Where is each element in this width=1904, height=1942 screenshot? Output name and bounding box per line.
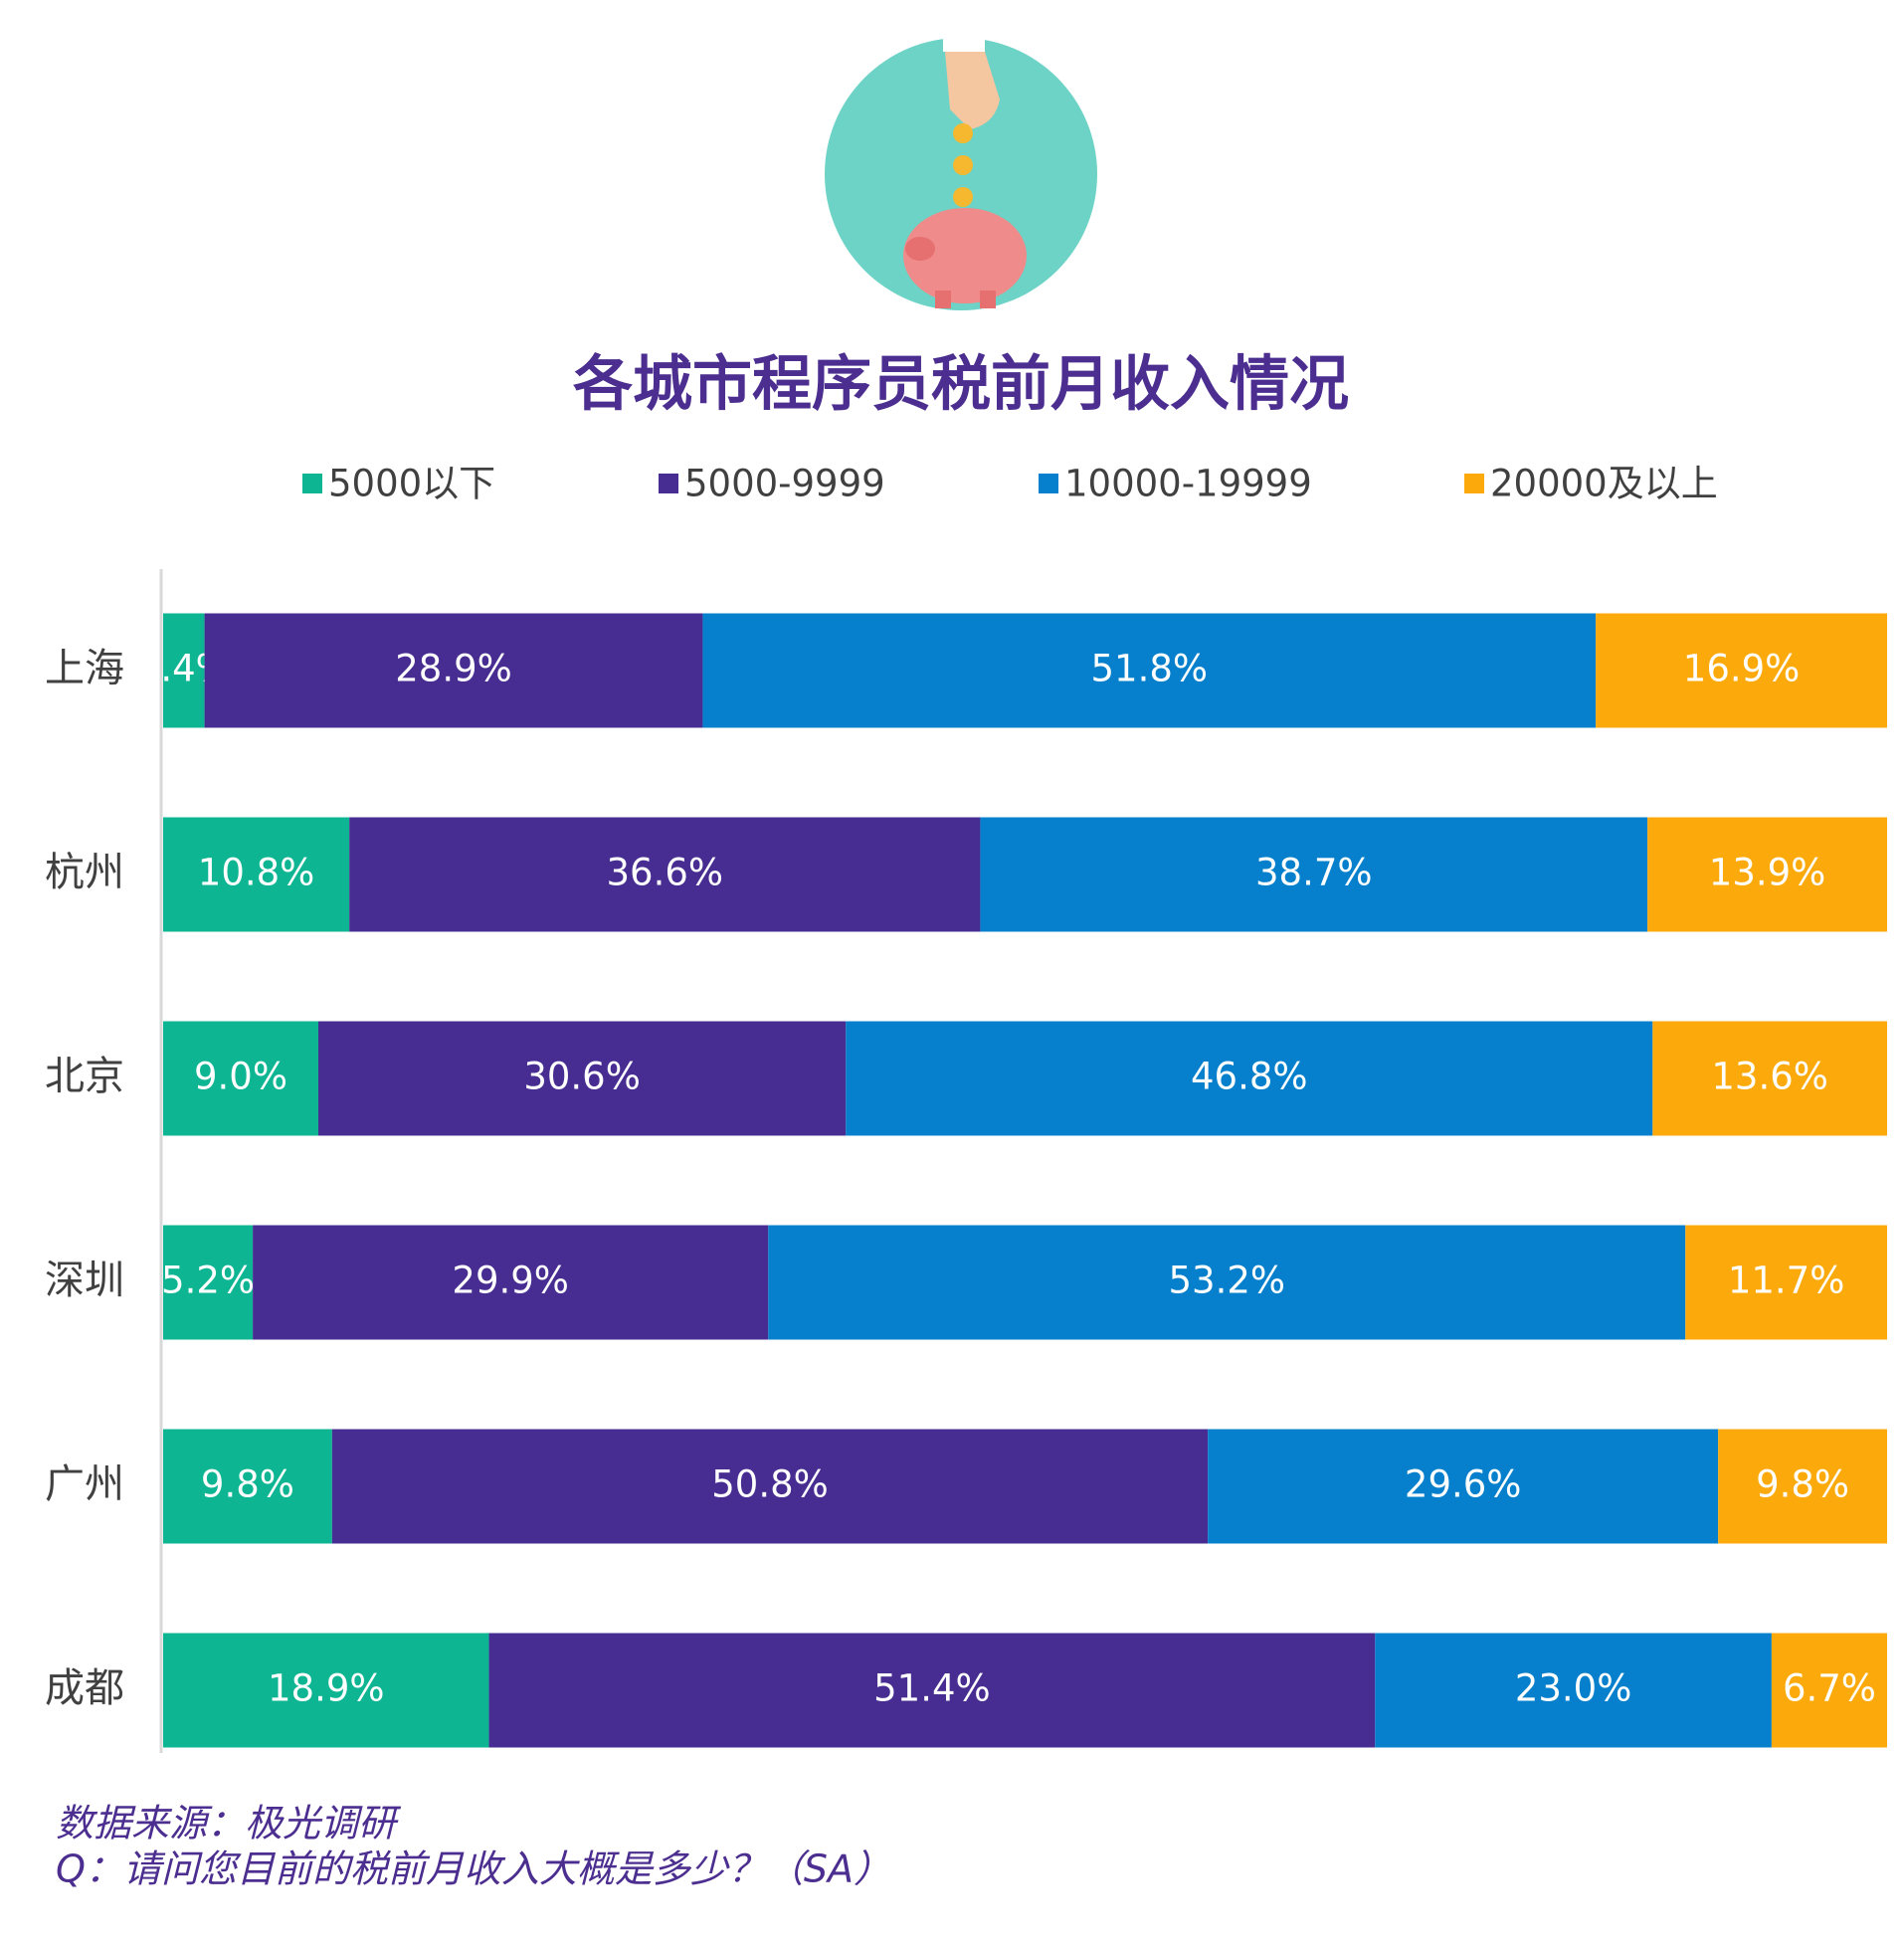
legend-label: 10000-19999 bbox=[1064, 463, 1312, 505]
bar-segment bbox=[1375, 1633, 1772, 1748]
bar-segment bbox=[163, 1429, 332, 1544]
bar-segment bbox=[163, 1021, 318, 1136]
bar-segment bbox=[163, 817, 350, 932]
legend-swatch bbox=[302, 474, 322, 493]
data-label: 9.8% bbox=[201, 1463, 294, 1506]
bar-segment bbox=[1685, 1225, 1887, 1340]
y-tick-label: 上海 bbox=[45, 646, 124, 691]
data-label: 53.2% bbox=[1168, 1260, 1285, 1302]
bar-segment bbox=[1718, 1429, 1887, 1544]
legend-swatch bbox=[659, 474, 678, 493]
y-tick-label: 北京 bbox=[45, 1054, 124, 1099]
bar-segment bbox=[349, 817, 981, 932]
data-label: 10.8% bbox=[198, 852, 315, 894]
data-label: 13.9% bbox=[1709, 852, 1826, 894]
data-label: 36.6% bbox=[607, 852, 724, 894]
y-tick-label: 成都 bbox=[45, 1665, 124, 1711]
bar-segment bbox=[1647, 817, 1887, 932]
data-label: 16.9% bbox=[1683, 648, 1801, 690]
bar-segment bbox=[768, 1225, 1686, 1340]
y-tick-label: 深圳 bbox=[45, 1258, 124, 1303]
legend-swatch bbox=[1464, 474, 1484, 493]
bar-segment bbox=[253, 1225, 769, 1340]
bar-segment bbox=[331, 1429, 1209, 1544]
y-tick-label: 广州 bbox=[45, 1461, 124, 1507]
bar-segment bbox=[204, 613, 703, 728]
bar-segment bbox=[1652, 1021, 1887, 1136]
data-label: 18.9% bbox=[268, 1667, 385, 1710]
data-label: 29.6% bbox=[1405, 1463, 1522, 1506]
y-tick-label: 杭州 bbox=[45, 850, 124, 895]
bar-segment bbox=[163, 1225, 254, 1340]
data-label: 46.8% bbox=[1191, 1056, 1308, 1098]
chart-title: 各城市程序员税前月收入情况 bbox=[573, 350, 1349, 420]
bar-segment bbox=[488, 1633, 1376, 1748]
data-label: 28.9% bbox=[395, 648, 512, 690]
data-label: 6.7% bbox=[1783, 1667, 1876, 1710]
bar-segment bbox=[980, 817, 1648, 932]
data-label: 13.6% bbox=[1711, 1056, 1828, 1098]
legend-swatch bbox=[1039, 474, 1058, 493]
data-label: 29.9% bbox=[452, 1260, 569, 1302]
bar-segment bbox=[1771, 1633, 1887, 1748]
data-label: 9.8% bbox=[1756, 1463, 1849, 1506]
bar-segment bbox=[163, 1633, 489, 1748]
legend-label: 5000以下 bbox=[328, 463, 495, 505]
data-label: 50.8% bbox=[711, 1463, 829, 1506]
legend-label: 20000及以上 bbox=[1490, 463, 1718, 505]
bar-segment bbox=[163, 613, 205, 728]
bar-segment bbox=[1208, 1429, 1719, 1544]
question-note: Q：请问您目前的税前月收入大概是多少？（SA） bbox=[56, 1847, 891, 1891]
data-label: 51.8% bbox=[1091, 648, 1209, 690]
data-label: 51.4% bbox=[873, 1667, 991, 1710]
bar-segment bbox=[702, 613, 1597, 728]
data-label: 9.0% bbox=[194, 1056, 287, 1098]
source-note: 数据来源：极光调研 bbox=[56, 1802, 402, 1845]
illustration bbox=[825, 38, 1097, 310]
data-label: 23.0% bbox=[1515, 1667, 1632, 1710]
data-label: 11.7% bbox=[1728, 1260, 1845, 1302]
data-label: 38.7% bbox=[1255, 852, 1373, 894]
bar-segment bbox=[1596, 613, 1887, 728]
legend-label: 5000-9999 bbox=[684, 463, 885, 505]
bar-segment bbox=[317, 1021, 847, 1136]
data-label: 5.2% bbox=[161, 1260, 255, 1302]
data-label: 30.6% bbox=[523, 1056, 641, 1098]
bar-segment bbox=[846, 1021, 1653, 1136]
